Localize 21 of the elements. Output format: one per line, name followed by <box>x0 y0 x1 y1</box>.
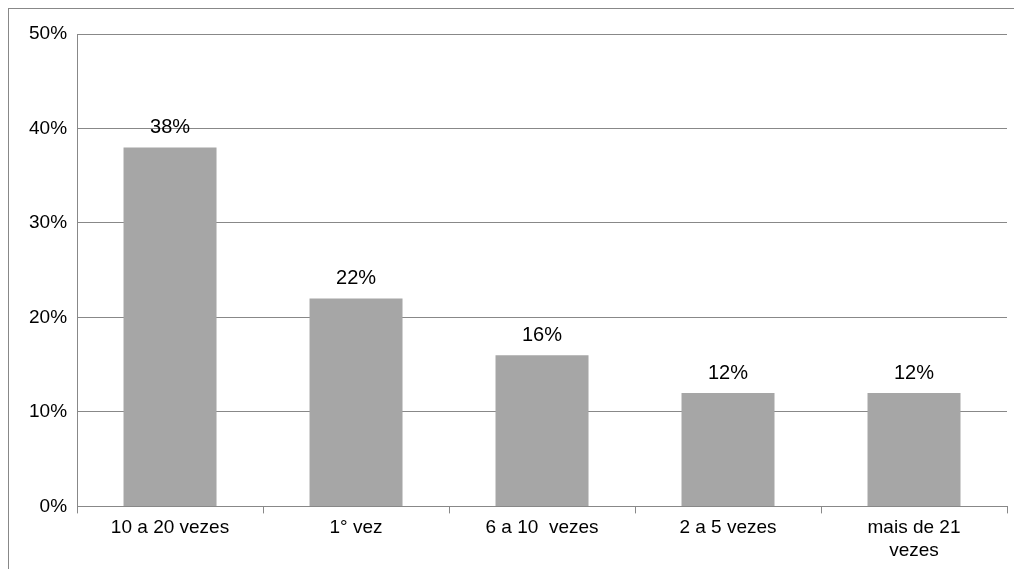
x-tick-label: 2 a 5 vezes <box>679 516 777 538</box>
y-tick-label: 50% <box>29 22 68 44</box>
data-label: 38% <box>150 114 191 137</box>
data-label: 12% <box>707 360 749 383</box>
x-tick-label: 1° vez <box>329 516 383 538</box>
bar <box>123 147 217 506</box>
bar <box>495 355 589 506</box>
y-tick-label: 10% <box>29 400 68 422</box>
y-tick-label: 0% <box>39 494 68 516</box>
y-tick-label: 30% <box>29 211 68 233</box>
bar <box>309 298 403 506</box>
data-label: 12% <box>893 360 935 383</box>
x-tick-label: 6 a 10 vezes <box>485 516 599 538</box>
x-tick-label: 10 a 20 vezes <box>110 516 230 538</box>
bar <box>681 393 775 506</box>
x-tick-label: mais de 21 vezes <box>867 516 961 560</box>
bar <box>867 393 961 506</box>
data-label: 16% <box>522 322 563 345</box>
y-tick-label: 40% <box>29 116 68 138</box>
data-label: 22% <box>336 266 377 289</box>
y-tick-label: 20% <box>29 305 68 327</box>
